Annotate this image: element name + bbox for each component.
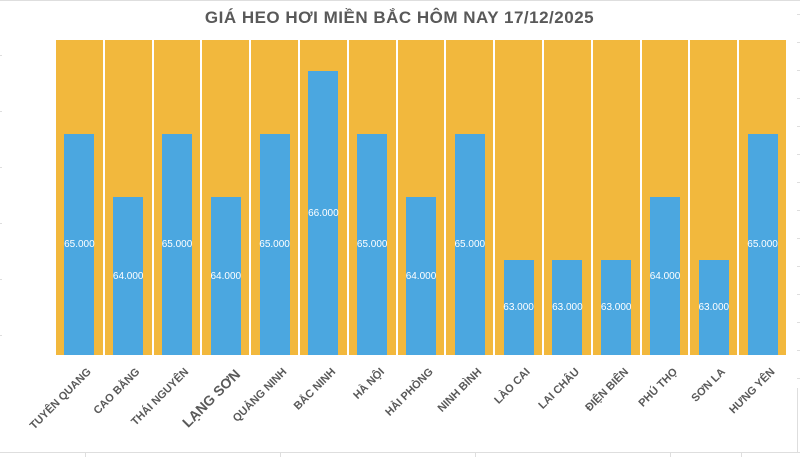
data-label: 64.000 [649,270,681,282]
data-label: 64.000 [405,270,437,282]
x-axis-label: HƯNG YÊN [726,366,778,417]
category-column: 64.000 [641,40,690,355]
sheet-gridline-right [797,388,798,452]
sheet-gridline [796,378,800,379]
category-column: 63.000 [494,40,543,355]
sheet-gridline [796,98,800,99]
x-axis-labels: TUYÊN QUANG CAO BẰNG THÁI NGUYÊN LẠNG SƠN QU… [28,356,787,452]
sheet-gridline [796,238,800,239]
data-label: 63.000 [698,302,730,313]
sheet-gridline [796,266,800,267]
sheet-gridline [475,452,476,457]
value-bar[interactable]: 63.000 [503,260,534,355]
value-bar[interactable]: 64.000 [650,197,680,355]
category-column: 63.000 [543,40,592,355]
sheet-gridline [796,14,800,15]
sheet-gridline [0,335,3,336]
sheet-gridline-bottom [0,452,800,453]
sheet-gridline [796,42,800,43]
x-axis-label: HẢI PHÒNG [382,366,436,419]
category-column: 65.000 [445,40,494,355]
category-column: 66.000 [299,40,348,355]
x-axis-label: CAO BẰNG [91,366,143,417]
x-axis-label: BẮC NINH [291,366,338,413]
x-axis-label: LÀO CAI [492,366,534,407]
data-label: 65.000 [747,239,778,250]
sheet-gridline [796,182,800,183]
sheet-gridline [670,452,671,457]
plot-area: 65.000 64.000 65.000 64.000 65.000 66.000 65.0… [55,40,787,355]
value-bar[interactable]: 64.000 [210,197,242,355]
data-label: 65.000 [259,239,290,250]
x-axis-label: ĐIỆN BIÊN [582,366,631,414]
value-bar[interactable]: 65.000 [454,134,486,355]
x-axis-label: NINH BÌNH [435,366,485,415]
value-bar[interactable]: 64.000 [113,197,143,355]
data-label: 63.000 [600,302,632,313]
chart-title: GIÁ HEO HƠI MIỀN BẮC HÔM NAY 17/12/2025 [204,8,595,27]
x-axis-label: LAI CHÂU [536,366,582,412]
sheet-gridline [796,154,800,155]
category-column: 65.000 [738,40,787,355]
category-column: 64.000 [201,40,250,355]
sheet-gridline [85,452,86,457]
x-axis-label: SƠN LA [689,366,729,405]
value-bar[interactable]: 65.000 [64,134,95,355]
value-bar[interactable]: 63.000 [698,260,730,355]
sheet-gridline [0,167,3,168]
value-bar[interactable]: 64.000 [406,197,436,355]
sheet-gridline [741,452,742,457]
sheet-gridline [796,350,800,351]
category-column: 63.000 [592,40,641,355]
data-label: 65.000 [356,239,388,250]
data-label: 65.000 [64,239,95,250]
category-column: 63.000 [689,40,738,355]
value-bar[interactable]: 65.000 [162,134,192,355]
value-bar[interactable]: 65.000 [747,134,778,355]
data-label: 65.000 [161,239,193,250]
data-label: 63.000 [552,302,583,313]
sheet-gridline [796,322,800,323]
sheet-gridline-top [0,0,800,1]
data-label: 64.000 [112,270,144,282]
data-label: 65.000 [454,239,486,250]
sheet-gridline [0,111,3,112]
category-column: 64.000 [104,40,153,355]
sheet-gridline [796,70,800,71]
sheet-gridline [796,210,800,211]
sheet-gridline [796,126,800,127]
value-bar[interactable]: 63.000 [601,260,631,355]
sheet-gridline [0,223,3,224]
data-label: 63.000 [503,302,534,313]
value-bar[interactable]: 65.000 [259,134,290,355]
x-axis-label: PHÚ THỌ [635,366,680,410]
sheet-gridline [0,55,3,56]
data-label: 64.000 [210,270,242,282]
sheet-gridline [280,452,281,457]
x-axis-label: HÀ NỘI [350,366,387,402]
value-bar[interactable]: 63.000 [552,260,583,355]
value-bar[interactable]: 66.000 [308,71,339,355]
value-bar[interactable]: 65.000 [357,134,387,355]
x-axis-label: TUYÊN QUANG [27,366,94,432]
category-column: 65.000 [250,40,299,355]
sheet-gridline [796,294,800,295]
data-label: 66.000 [308,207,339,219]
category-column: 65.000 [348,40,397,355]
sheet-gridline [0,279,3,280]
category-column: 65.000 [153,40,202,355]
category-column: 65.000 [55,40,104,355]
category-column: 64.000 [397,40,446,355]
